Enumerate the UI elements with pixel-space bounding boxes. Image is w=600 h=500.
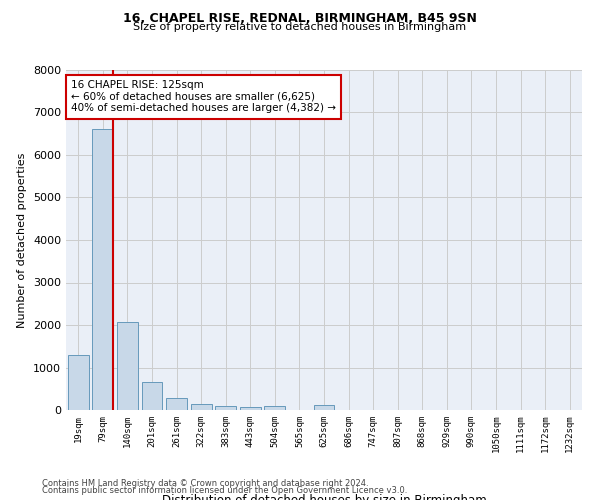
Text: 16, CHAPEL RISE, REDNAL, BIRMINGHAM, B45 9SN: 16, CHAPEL RISE, REDNAL, BIRMINGHAM, B45…: [123, 12, 477, 26]
X-axis label: Distribution of detached houses by size in Birmingham: Distribution of detached houses by size …: [161, 494, 487, 500]
Bar: [265, 406, 286, 410]
Bar: [240, 407, 261, 410]
Bar: [215, 406, 236, 410]
Text: 16 CHAPEL RISE: 125sqm
← 60% of detached houses are smaller (6,625)
40% of semi-: 16 CHAPEL RISE: 125sqm ← 60% of detached…: [71, 80, 336, 114]
Text: Size of property relative to detached houses in Birmingham: Size of property relative to detached ho…: [133, 22, 467, 32]
Text: Contains HM Land Registry data © Crown copyright and database right 2024.: Contains HM Land Registry data © Crown c…: [42, 478, 368, 488]
Bar: [92, 130, 113, 410]
Bar: [68, 355, 89, 410]
Bar: [142, 382, 163, 410]
Y-axis label: Number of detached properties: Number of detached properties: [17, 152, 28, 328]
Bar: [191, 404, 212, 410]
Bar: [166, 398, 187, 410]
Text: Contains public sector information licensed under the Open Government Licence v3: Contains public sector information licen…: [42, 486, 407, 495]
Bar: [117, 322, 138, 410]
Bar: [314, 405, 334, 410]
